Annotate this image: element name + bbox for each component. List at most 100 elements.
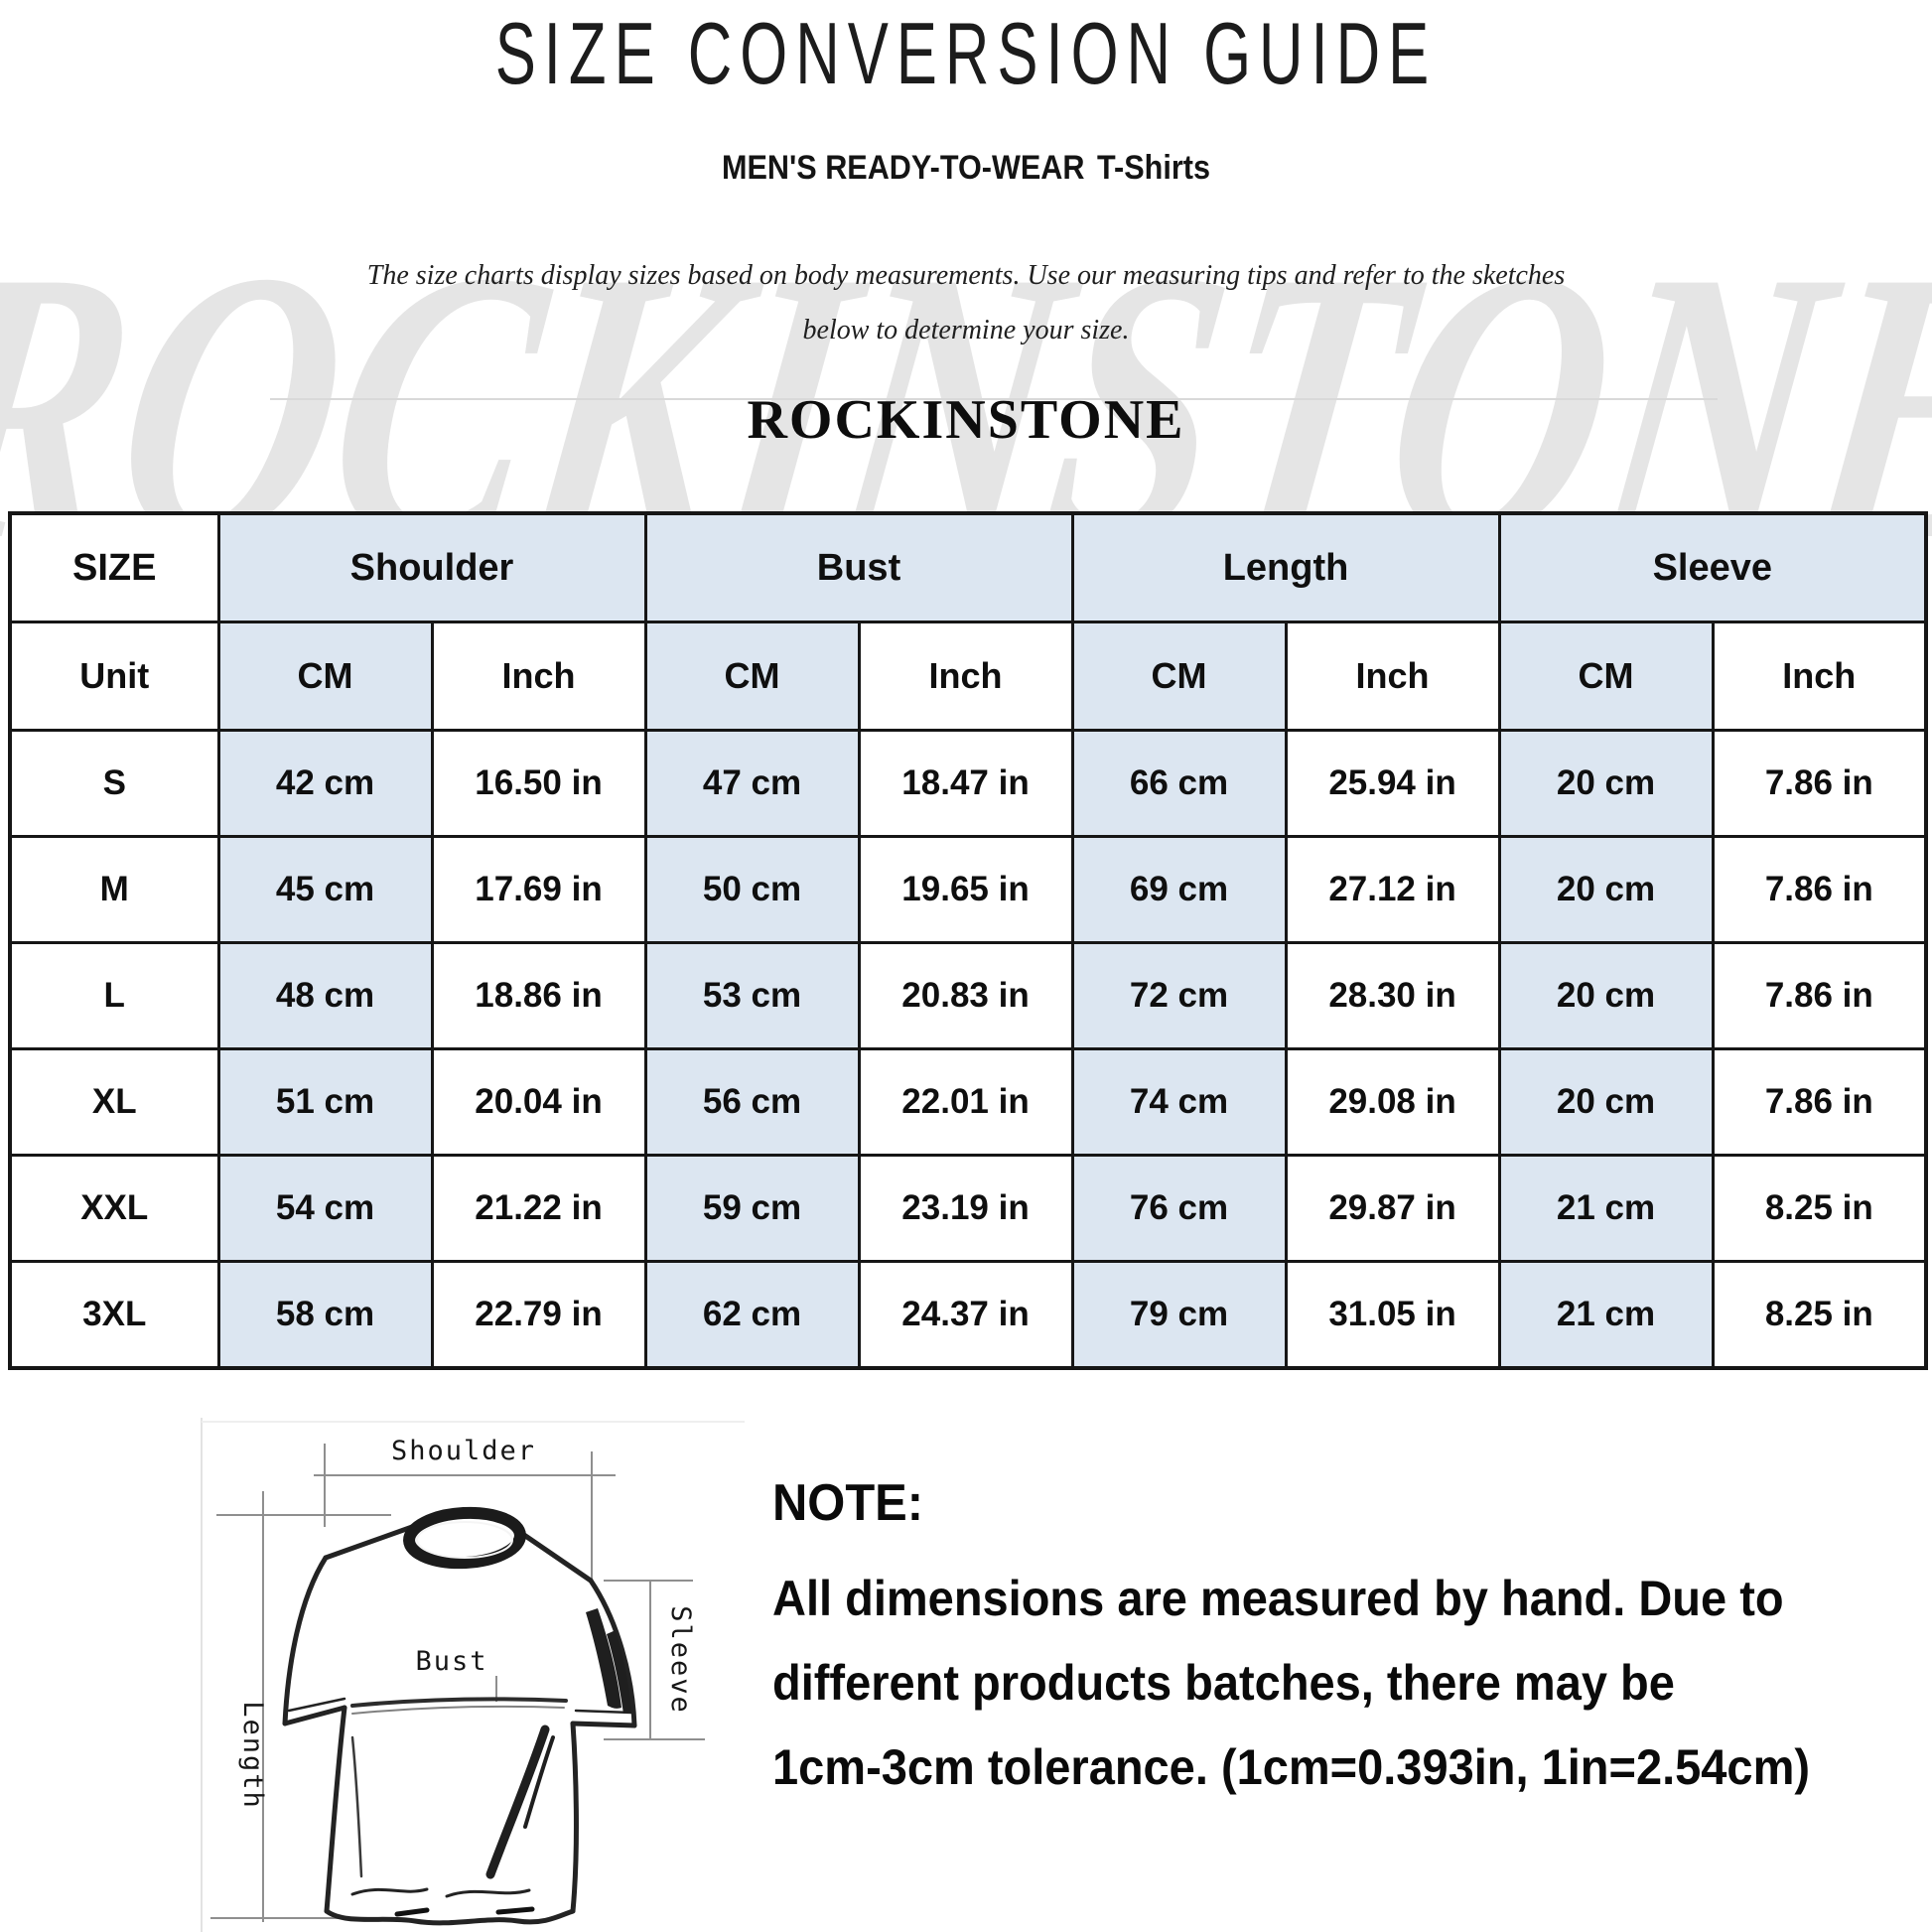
unit-label-cell: Unit xyxy=(8,621,220,732)
group-header-length: Length xyxy=(1070,511,1501,623)
unit-cm-cell: CM xyxy=(1070,621,1288,732)
size-conversion-table: SIZE Shoulder Bust Length Sleeve Unit CM… xyxy=(8,511,1929,1370)
inch-value-cell: 7.86 in xyxy=(1711,835,1928,944)
inch-value-cell: 25.94 in xyxy=(1284,729,1501,838)
size-header-cell: SIZE xyxy=(8,511,220,623)
unit-inch-cell: Inch xyxy=(1284,621,1501,732)
inch-value-cell: 23.19 in xyxy=(857,1154,1074,1263)
unit-inch-cell: Inch xyxy=(430,621,647,732)
cm-value-cell: 20 cm xyxy=(1497,941,1715,1050)
brand-name: ROCKINSTONE xyxy=(747,389,1185,451)
inch-value-cell: 7.86 in xyxy=(1711,1047,1928,1157)
note-line-3: 1cm-3cm tolerance. (1cm=0.393in, 1in=2.5… xyxy=(772,1739,1811,1795)
table-row: XXL 54 cm 21.22 in 59 cm 23.19 in 76 cm 29.87 … xyxy=(8,1154,1928,1263)
cm-value-cell: 50 cm xyxy=(643,835,861,944)
cm-value-cell: 20 cm xyxy=(1497,729,1715,838)
inch-value-cell: 29.87 in xyxy=(1284,1154,1501,1263)
table-row: 3XL 58 cm 22.79 in 62 cm 24.37 in 79 cm 31.05 … xyxy=(8,1260,1928,1370)
table-row: L 48 cm 18.86 in 53 cm 20.83 in 72 cm 28.30 in… xyxy=(8,941,1928,1050)
table-row: XL 51 cm 20.04 in 56 cm 22.01 in 74 cm 29.08 i… xyxy=(8,1047,1928,1157)
cm-value-cell: 56 cm xyxy=(643,1047,861,1157)
bust-line xyxy=(350,1697,568,1708)
note-heading: NOTE: xyxy=(772,1474,924,1532)
unit-cm-cell: CM xyxy=(1497,621,1715,732)
cm-value-cell: 47 cm xyxy=(643,729,861,838)
size-label-cell: L xyxy=(8,941,220,1050)
inch-value-cell: 29.08 in xyxy=(1284,1047,1501,1157)
inch-value-cell: 18.86 in xyxy=(430,941,647,1050)
page-title: SIZE CONVERSION GUIDE xyxy=(494,4,1438,102)
note-line-2: different products batches, there may be xyxy=(772,1655,1675,1711)
unit-inch-cell: Inch xyxy=(857,621,1074,732)
inch-value-cell: 18.47 in xyxy=(857,729,1074,838)
intro-text: The size charts display sizes based on b… xyxy=(0,248,1932,357)
cm-value-cell: 45 cm xyxy=(216,835,434,944)
cm-value-cell: 74 cm xyxy=(1070,1047,1288,1157)
table-row: S 42 cm 16.50 in 47 cm 18.47 in 66 cm 25.94 in… xyxy=(8,729,1928,838)
cm-value-cell: 53 cm xyxy=(643,941,861,1050)
inch-value-cell: 20.04 in xyxy=(430,1047,647,1157)
subtitle-category: MEN'S READY-TO-WEAR xyxy=(722,149,1085,187)
size-label-cell: S xyxy=(8,729,220,838)
cm-value-cell: 58 cm xyxy=(216,1260,434,1370)
unit-row: Unit CM Inch CM Inch CM Inch CM Inch xyxy=(8,621,1928,732)
unit-inch-cell: Inch xyxy=(1711,621,1928,732)
inch-value-cell: 8.25 in xyxy=(1711,1154,1928,1263)
inch-value-cell: 19.65 in xyxy=(857,835,1074,944)
inch-value-cell: 27.12 in xyxy=(1284,835,1501,944)
inch-value-cell: 7.86 in xyxy=(1711,941,1928,1050)
inch-value-cell: 20.83 in xyxy=(857,941,1074,1050)
inch-value-cell: 22.79 in xyxy=(430,1260,647,1370)
cm-value-cell: 21 cm xyxy=(1497,1260,1715,1370)
divider-line xyxy=(270,398,1718,400)
note-line-1: All dimensions are measured by hand. Due… xyxy=(772,1571,1784,1626)
unit-cm-cell: CM xyxy=(216,621,434,732)
inch-value-cell: 7.86 in xyxy=(1711,729,1928,838)
size-label-cell: XL xyxy=(8,1047,220,1157)
sketch-image-edges xyxy=(201,1418,745,1932)
inch-value-cell: 31.05 in xyxy=(1284,1260,1501,1370)
cm-value-cell: 20 cm xyxy=(1497,835,1715,944)
cm-value-cell: 21 cm xyxy=(1497,1154,1715,1263)
cm-value-cell: 76 cm xyxy=(1070,1154,1288,1263)
length-label: Length xyxy=(237,1701,268,1810)
bust-label: Bust xyxy=(415,1646,487,1677)
cm-value-cell: 51 cm xyxy=(216,1047,434,1157)
subtitle-product: T-Shirts xyxy=(1097,149,1210,187)
cm-value-cell: 59 cm xyxy=(643,1154,861,1263)
inch-value-cell: 16.50 in xyxy=(430,729,647,838)
cm-value-cell: 79 cm xyxy=(1070,1260,1288,1370)
inch-value-cell: 22.01 in xyxy=(857,1047,1074,1157)
cm-value-cell: 69 cm xyxy=(1070,835,1288,944)
size-label-cell: M xyxy=(8,835,220,944)
cm-value-cell: 20 cm xyxy=(1497,1047,1715,1157)
sleeve-label: Sleeve xyxy=(665,1605,696,1715)
group-header-shoulder: Shoulder xyxy=(216,511,647,623)
size-label-cell: 3XL xyxy=(8,1260,220,1370)
cm-value-cell: 62 cm xyxy=(643,1260,861,1370)
note-section: NOTE: All dimensions are measured by han… xyxy=(772,1475,1837,1810)
cm-value-cell: 48 cm xyxy=(216,941,434,1050)
size-table-body: S 42 cm 16.50 in 47 cm 18.47 in 66 cm 25.94 in… xyxy=(8,729,1928,1370)
group-header-bust: Bust xyxy=(643,511,1074,623)
inch-value-cell: 28.30 in xyxy=(1284,941,1501,1050)
intro-line-2: below to determine your size. xyxy=(802,315,1130,345)
table-header-row: SIZE Shoulder Bust Length Sleeve xyxy=(8,511,1928,623)
intro-line-1: The size charts display sizes based on b… xyxy=(366,260,1566,291)
tshirt-drawing xyxy=(282,1506,637,1926)
inch-value-cell: 21.22 in xyxy=(430,1154,647,1263)
cm-value-cell: 42 cm xyxy=(216,729,434,838)
inch-value-cell: 24.37 in xyxy=(857,1260,1074,1370)
cm-value-cell: 54 cm xyxy=(216,1154,434,1263)
inch-value-cell: 17.69 in xyxy=(430,835,647,944)
shoulder-label: Shoulder xyxy=(391,1436,536,1466)
cm-value-cell: 72 cm xyxy=(1070,941,1288,1050)
tshirt-sketch: Shoulder Bust Length Sleeve xyxy=(149,1410,784,1932)
page-subtitle: MEN'S READY-TO-WEAR T-Shirts xyxy=(96,149,1835,188)
group-header-sleeve: Sleeve xyxy=(1497,511,1928,623)
inch-value-cell: 8.25 in xyxy=(1711,1260,1928,1370)
collar xyxy=(403,1506,526,1570)
table-row: M 45 cm 17.69 in 50 cm 19.65 in 69 cm 27.12 in… xyxy=(8,835,1928,944)
unit-cm-cell: CM xyxy=(643,621,861,732)
